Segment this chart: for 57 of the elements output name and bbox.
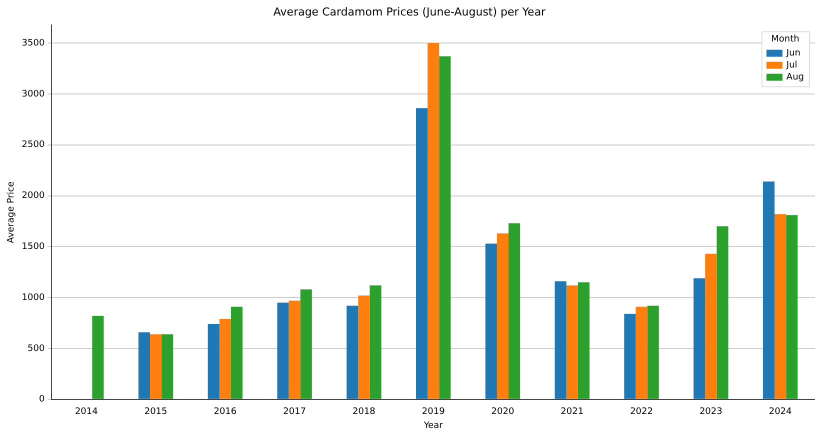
bar bbox=[162, 334, 174, 399]
bar bbox=[566, 285, 578, 399]
bar bbox=[416, 108, 428, 399]
bar bbox=[636, 306, 648, 399]
legend-label: Jul bbox=[785, 60, 798, 71]
bar bbox=[208, 324, 220, 399]
bar bbox=[92, 316, 104, 399]
bar bbox=[694, 278, 706, 399]
bar bbox=[705, 254, 717, 399]
x-tick-label: 2019 bbox=[422, 407, 446, 418]
x-tick-label: 2023 bbox=[699, 407, 722, 418]
chart-title: Average Cardamom Prices (June-August) per Year bbox=[273, 5, 546, 18]
x-tick-label: 2018 bbox=[352, 407, 376, 418]
bar bbox=[554, 281, 566, 399]
x-axis-title: Year bbox=[422, 420, 444, 431]
legend-title: Month bbox=[771, 34, 800, 45]
bar bbox=[288, 300, 300, 399]
x-tick-label: 2020 bbox=[491, 407, 514, 418]
bar bbox=[624, 314, 636, 399]
y-axis-title: Average Price bbox=[6, 180, 17, 244]
bar bbox=[786, 215, 798, 399]
bar bbox=[439, 56, 451, 399]
x-tick-label: 2021 bbox=[560, 407, 584, 418]
bar bbox=[496, 233, 509, 399]
bar bbox=[716, 226, 728, 399]
x-tick-label: 2014 bbox=[74, 407, 98, 418]
bar bbox=[358, 296, 370, 399]
bar bbox=[300, 289, 312, 399]
y-tick-label: 500 bbox=[28, 344, 45, 354]
bar bbox=[150, 334, 162, 399]
y-tick-label: 0 bbox=[38, 394, 45, 405]
y-tick-label: 1000 bbox=[22, 292, 45, 303]
bar bbox=[647, 306, 659, 399]
x-tick-label: 2022 bbox=[630, 407, 653, 418]
y-tick-label: 3000 bbox=[22, 89, 45, 100]
bar bbox=[762, 182, 775, 399]
bar bbox=[428, 43, 440, 399]
x-tick-label: 2015 bbox=[144, 407, 168, 418]
y-tick-label: 3500 bbox=[22, 38, 45, 48]
bar bbox=[219, 318, 231, 399]
y-tick-label: 2000 bbox=[22, 191, 45, 202]
y-tick-label: 1500 bbox=[22, 242, 45, 252]
legend-label: Jun bbox=[785, 48, 800, 59]
bar bbox=[508, 223, 520, 399]
bar bbox=[346, 306, 358, 399]
bar bbox=[774, 214, 786, 399]
bar bbox=[485, 244, 497, 399]
bar bbox=[578, 282, 590, 399]
bar bbox=[230, 306, 243, 399]
legend-label: Aug bbox=[786, 72, 804, 83]
y-tick-label: 2500 bbox=[22, 140, 45, 150]
bar bbox=[370, 285, 382, 399]
x-tick-label: 2024 bbox=[768, 407, 792, 418]
x-tick-label: 2016 bbox=[214, 407, 237, 418]
x-tick-label: 2017 bbox=[283, 407, 306, 418]
bar bbox=[277, 302, 289, 399]
bar bbox=[138, 332, 150, 399]
